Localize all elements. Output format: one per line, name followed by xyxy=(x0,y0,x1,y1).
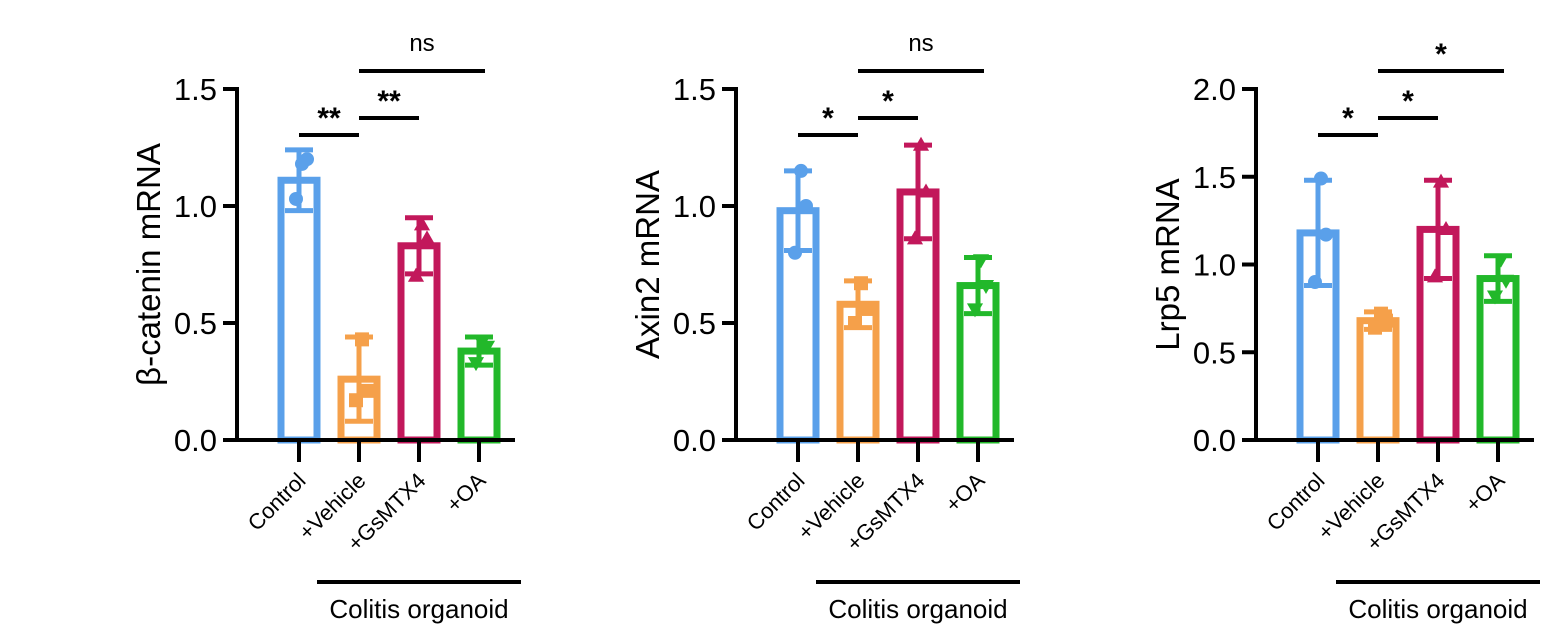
data-point xyxy=(854,276,868,291)
data-point xyxy=(418,230,436,245)
significance-ns: ns xyxy=(908,30,933,57)
y-tick-label: 1.5 xyxy=(174,72,217,107)
data-point xyxy=(848,316,862,330)
x-tick-label: +OA xyxy=(441,468,490,517)
data-point xyxy=(966,303,984,318)
data-point xyxy=(917,183,935,198)
significance-star: ** xyxy=(317,102,341,135)
data-point xyxy=(295,156,309,171)
data-point xyxy=(977,279,995,294)
y-tick-label: 1.0 xyxy=(673,189,716,224)
y-tick-label: 2.0 xyxy=(1193,72,1236,107)
significance-ns: ns xyxy=(409,30,434,57)
data-point xyxy=(794,163,808,178)
data-point xyxy=(360,383,374,398)
data-point xyxy=(407,267,425,282)
y-tick-label: 1.5 xyxy=(1193,160,1236,195)
data-point xyxy=(413,216,431,231)
significance-star: * xyxy=(822,102,834,135)
y-tick-label: 1.0 xyxy=(174,189,217,224)
y-tick-label: 0.0 xyxy=(673,423,716,458)
data-point xyxy=(1432,173,1450,188)
data-point xyxy=(349,393,363,408)
x-tick-label: +OA xyxy=(940,468,989,517)
data-point xyxy=(1492,253,1510,268)
data-point xyxy=(1368,320,1382,335)
group-label: Colitis organoid xyxy=(828,594,1007,624)
data-point xyxy=(473,336,491,351)
data-point xyxy=(906,230,924,245)
y-axis-label: Axin2 mRNA xyxy=(629,170,666,359)
y-axis-label: Lrp5 mRNA xyxy=(1149,178,1186,350)
data-point xyxy=(289,191,303,206)
significance-star: * xyxy=(1342,102,1354,135)
y-tick-label: 0.0 xyxy=(1193,423,1236,458)
bar-control xyxy=(277,176,321,444)
data-point xyxy=(1314,171,1328,186)
data-point xyxy=(912,136,930,151)
y-tick-label: 0.5 xyxy=(673,306,716,341)
data-point xyxy=(799,199,813,213)
y-axis-label: β-catenin mRNA xyxy=(130,143,167,386)
significance-star: ** xyxy=(377,85,401,118)
significance-star: * xyxy=(1402,85,1414,118)
data-point xyxy=(1486,290,1504,305)
y-tick-label: 0.0 xyxy=(174,423,217,458)
data-point xyxy=(1497,274,1515,289)
y-tick-label: 1.5 xyxy=(673,72,716,107)
data-point xyxy=(1319,227,1333,242)
data-point xyxy=(859,301,873,316)
y-tick-label: 1.0 xyxy=(1193,248,1236,283)
significance-star: * xyxy=(882,85,894,118)
data-point xyxy=(788,245,802,260)
data-point xyxy=(1426,268,1444,283)
data-point xyxy=(1374,306,1388,321)
y-tick-label: 0.5 xyxy=(174,306,217,341)
data-point xyxy=(1437,221,1455,235)
group-label: Colitis organoid xyxy=(329,594,508,624)
group-label: Colitis organoid xyxy=(1348,594,1527,624)
y-tick-label: 0.5 xyxy=(1193,335,1236,370)
data-point xyxy=(1308,275,1322,290)
bar-vehicle xyxy=(1356,317,1400,444)
data-point xyxy=(467,357,485,372)
x-tick-label: +OA xyxy=(1460,468,1509,517)
data-point xyxy=(972,254,990,269)
data-point xyxy=(355,332,369,347)
significance-star: * xyxy=(1435,38,1447,71)
